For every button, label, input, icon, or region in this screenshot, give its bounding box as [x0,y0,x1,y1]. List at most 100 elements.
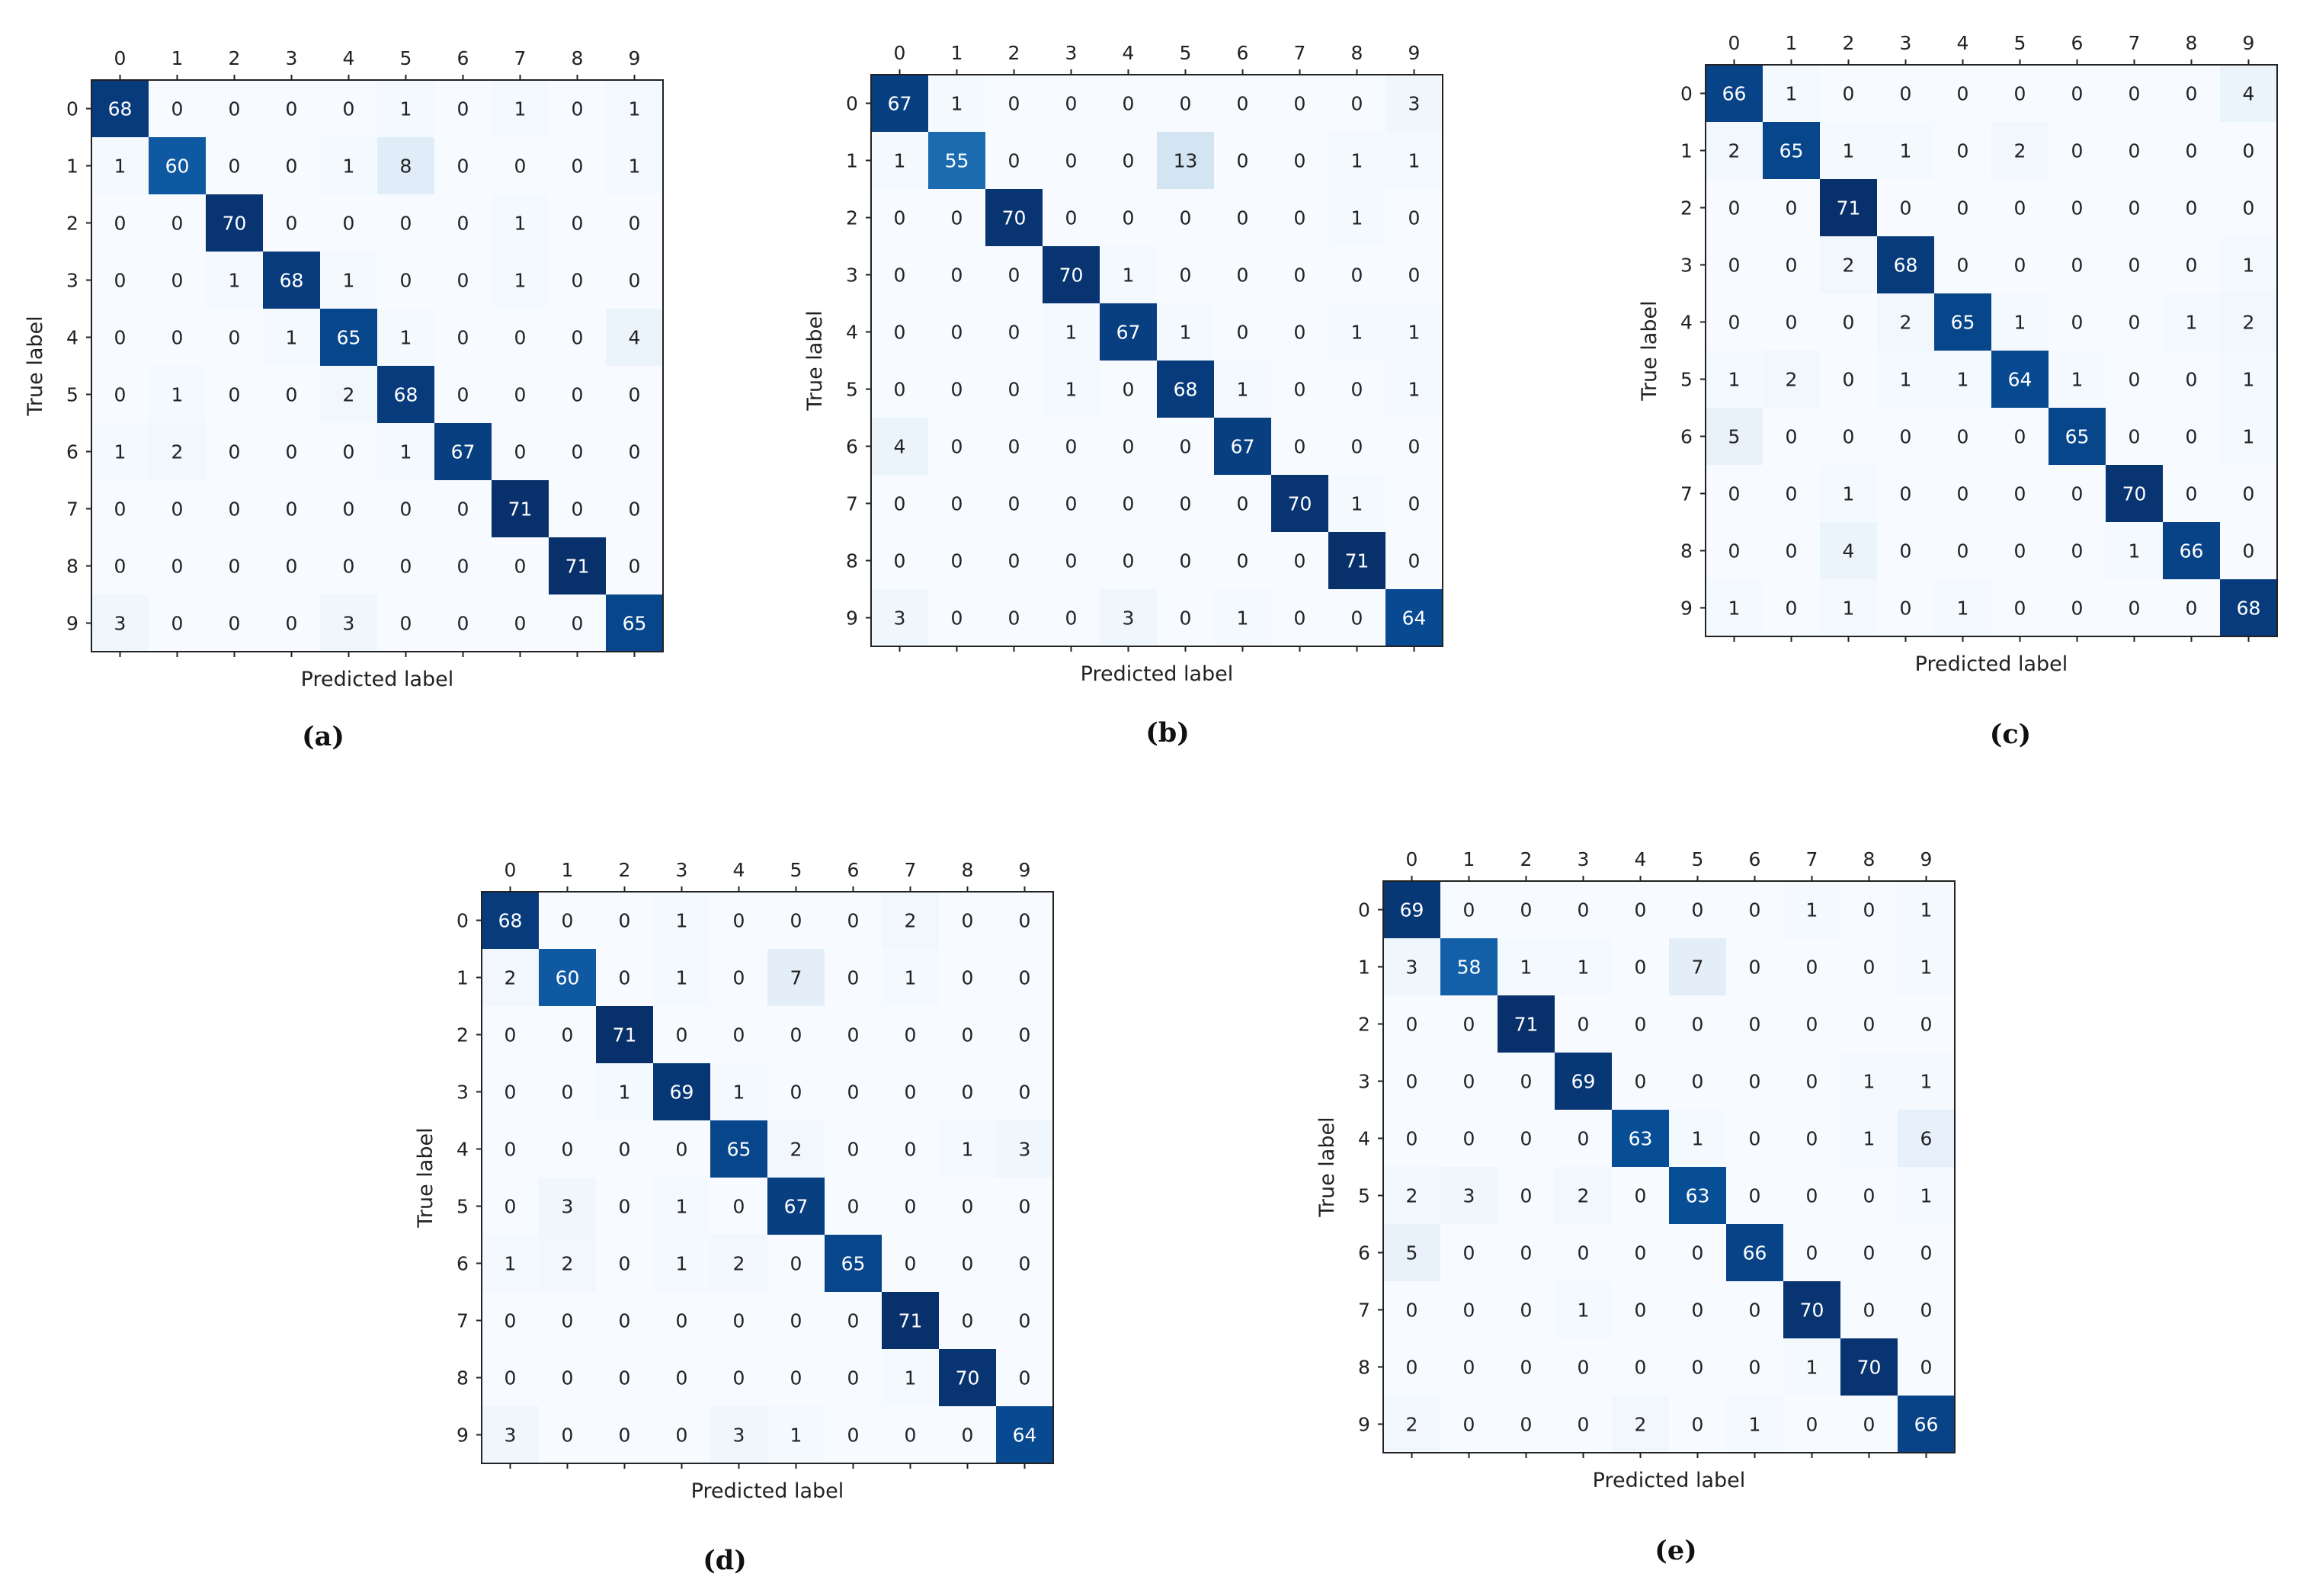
matrix-e-value-2-7: 0 [1806,1014,1818,1036]
matrix-b-cell-4-5 [1157,303,1214,361]
matrix-a-cell-8-7 [492,537,549,594]
matrix-c-cell-0-7 [2106,65,2163,122]
matrix-a-value-4-0: 0 [114,327,127,349]
matrix-a-value-5-2: 0 [229,384,241,406]
matrix-d-value-0-1: 0 [562,910,574,932]
matrix-c-ytick-label-9: 9 [1680,598,1693,620]
matrix-e-ytick-label-7: 7 [1358,1300,1370,1322]
matrix-c-cell-6-5 [1991,408,2049,465]
matrix-b-cell-7-4 [1100,475,1157,532]
matrix-d-cell-2-1 [539,1006,596,1063]
matrix-b-cell-4-1 [928,303,985,361]
matrix-a-cell-6-8 [549,423,606,480]
matrix-b-value-5-9: 1 [1408,379,1421,401]
matrix-e-cell-5-9 [1898,1167,1955,1224]
matrix-c-cell-4-9 [2220,293,2277,351]
matrix-e-value-0-2: 0 [1520,899,1533,921]
matrix-d-cell-0-9 [996,892,1053,949]
matrix-e-frame [1382,880,1956,1453]
matrix-e-value-4-6: 0 [1749,1128,1761,1150]
matrix-e-cell-1-0 [1383,938,1440,995]
matrix-a-value-0-8: 0 [572,98,584,120]
matrix-e-value-1-2: 1 [1520,957,1533,979]
matrix-c-cell-4-8 [2163,293,2220,351]
matrix-d-value-3-6: 0 [847,1082,860,1104]
matrix-d-cell-8-7 [882,1349,939,1406]
matrix-d-value-5-1: 3 [562,1196,574,1218]
matrix-b-frame [870,74,1443,647]
matrix-c-cell-7-9 [2220,465,2277,522]
matrix-d-cell-4-1 [539,1120,596,1178]
matrix-e-value-7-9: 0 [1920,1300,1933,1322]
matrix-e-cell-0-9 [1898,881,1955,938]
matrix-a-value-2-5: 0 [400,213,412,235]
matrix-e-cell-6-6 [1726,1224,1783,1281]
matrix-b-cell-2-7 [1271,189,1328,246]
matrix-b-cell-4-0 [871,303,928,361]
matrix-d-cell-6-2 [596,1235,653,1292]
matrix-a-cell-5-2 [206,366,263,423]
matrix-d-cell-2-9 [996,1006,1053,1063]
matrix-b-value-5-3: 1 [1065,379,1078,401]
matrix-b-value-8-1: 0 [951,550,963,572]
matrix-b-value-8-6: 0 [1237,550,1249,572]
matrix-d-cell-4-7 [882,1120,939,1178]
matrix-a-cell-0-2 [206,80,263,137]
matrix-b-cell-3-6 [1214,246,1271,303]
matrix-b-cell-5-3 [1043,361,1100,418]
matrix-c-cell-2-6 [2049,179,2106,236]
matrix-d-value-5-3: 1 [676,1196,688,1218]
matrix-e-value-4-0: 0 [1406,1128,1418,1150]
matrix-a-value-7-1: 0 [171,498,184,521]
matrix-d-value-7-7: 71 [899,1310,923,1332]
matrix-a-value-7-0: 0 [114,498,127,521]
matrix-d-cell-3-9 [996,1063,1053,1120]
matrix-b-cell-5-0 [871,361,928,418]
matrix-a-cell-0-7 [492,80,549,137]
matrix-e-cell-4-4 [1612,1110,1669,1167]
matrix-d-cell-4-2 [596,1120,653,1178]
matrix-c-value-6-5: 0 [2014,426,2026,448]
matrix-c-value-8-8: 66 [2180,540,2204,562]
confusion-matrix-d: 68 0 0 1 0 0 0 2 0 02 60 0 1 0 7 0 1 0 00 0 71 0 0 0 0 0 0 00 0 1 69 1 0… [414,859,1054,1576]
matrix-a-value-2-1: 0 [171,213,184,235]
matrix-e-cell-3-0 [1383,1053,1440,1110]
matrix-b-value-1-0: 1 [894,150,906,172]
matrix-b-cell-1-7 [1271,132,1328,189]
matrix-c-cell-3-4 [1934,236,1991,293]
matrix-b-cell-0-7 [1271,75,1328,132]
matrix-c-value-4-7: 0 [2129,312,2141,334]
matrix-c-value-2-4: 0 [1957,197,1969,220]
matrix-e-cell-0-5 [1669,881,1726,938]
confusion-matrix-b: 67 1 0 0 0 0 0 0 0 31 55 0 0 0 13 0 0 1 10 0 70 0 0 0 0 0 1 00 0 0 70 1… [803,42,1443,748]
matrix-a-value-2-6: 0 [457,213,469,235]
matrix-e-value-4-8: 1 [1863,1128,1876,1150]
matrix-e-cell-0-6 [1726,881,1783,938]
matrix-e-value-7-0: 0 [1406,1300,1418,1322]
matrix-c-cell-9-3 [1877,579,1934,636]
matrix-d-value-5-4: 0 [733,1196,745,1218]
matrix-c-cell-1-0 [1706,122,1763,179]
matrix-a-value-9-5: 0 [400,613,412,635]
matrix-b-cell-7-9 [1385,475,1443,532]
matrix-e-cell-7-4 [1612,1281,1669,1338]
matrix-e-cell-7-8 [1840,1281,1898,1338]
matrix-d-ytick-label-6: 6 [456,1253,469,1275]
matrix-d-value-3-3: 69 [670,1082,694,1104]
matrix-d-value-1-7: 1 [905,967,917,989]
matrix-d-value-2-6: 0 [847,1024,860,1046]
matrix-c-cell-0-1 [1763,65,1820,122]
matrix-d-value-1-1: 60 [556,967,580,989]
matrix-c-cell-0-2 [1820,65,1877,122]
matrix-c-value-7-2: 1 [1843,483,1855,505]
matrix-a-value-3-5: 0 [400,270,412,292]
matrix-b-cell-0-8 [1328,75,1385,132]
matrix-a-cell-2-2 [206,194,263,252]
matrix-c-cell-6-3 [1877,408,1934,465]
matrix-d-xlabel: Predicted label [691,1479,844,1503]
matrix-c-value-6-1: 0 [1786,426,1798,448]
matrix-d-value-6-8: 0 [962,1253,974,1275]
matrix-d-cell-1-5 [767,949,825,1006]
matrix-b-value-2-2: 70 [1002,207,1027,229]
matrix-d-value-4-4: 65 [727,1139,751,1161]
